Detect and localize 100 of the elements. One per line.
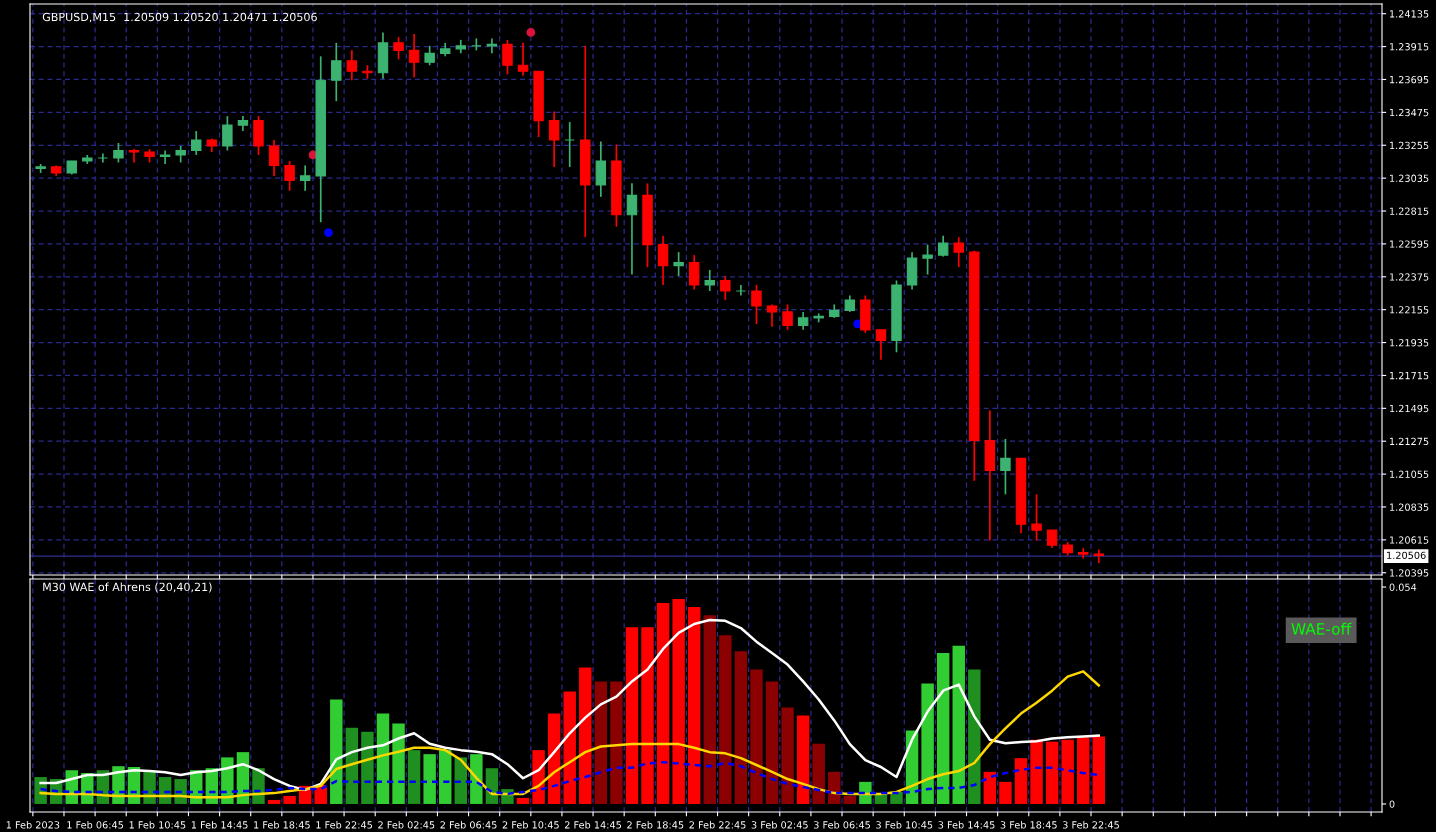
candlestick xyxy=(704,269,715,292)
y-tick-label: 1.22375 xyxy=(1390,273,1429,281)
line-series xyxy=(39,618,1101,792)
y-tick-label: 1.20835 xyxy=(1390,503,1429,511)
candlestick xyxy=(875,329,887,361)
bar xyxy=(734,651,748,804)
bar xyxy=(656,603,670,804)
line-series xyxy=(39,670,1101,799)
x-tick-label: 1 Feb 18:45 xyxy=(254,821,310,829)
x-tick-label: 2 Feb 10:45 xyxy=(502,821,559,829)
bar xyxy=(999,781,1012,804)
candlestick xyxy=(766,303,778,328)
bar xyxy=(843,795,857,804)
candlestick xyxy=(1000,438,1011,496)
candlestick xyxy=(657,234,669,286)
point xyxy=(324,228,333,238)
bar xyxy=(952,645,965,804)
candlestick xyxy=(346,49,358,82)
candlestick xyxy=(191,130,202,156)
y-tick-label: 1.23695 xyxy=(1390,75,1429,84)
candlestick xyxy=(595,140,607,198)
x-tick-label: 1 Feb 06:45 xyxy=(67,821,124,829)
bar xyxy=(516,797,530,804)
candlestick xyxy=(751,284,762,325)
candlestick xyxy=(720,275,731,301)
candlestick xyxy=(564,121,575,168)
candlestick xyxy=(937,234,949,258)
x-tick-label: 3 Feb 14:45 xyxy=(938,821,995,829)
y-tick-label: 1.21935 xyxy=(1390,339,1429,347)
y-tick-label: 1.21275 xyxy=(1390,437,1429,446)
y-tick-label: 1.24135 xyxy=(1390,10,1429,18)
y-tick-label: 0 xyxy=(1389,800,1395,808)
candlestick xyxy=(953,236,964,268)
bar xyxy=(330,699,343,804)
candlestick xyxy=(393,36,404,61)
x-tick-label: 2 Feb 02:45 xyxy=(378,821,435,829)
x-tick-label: 3 Feb 06:45 xyxy=(813,821,870,829)
candlestick xyxy=(222,115,233,152)
y-tick-label: 1.23035 xyxy=(1390,174,1429,182)
candlestick xyxy=(268,139,280,177)
y-tick-label: 1.23915 xyxy=(1390,43,1429,51)
y-tick-label: 1.21495 xyxy=(1390,404,1429,413)
bar xyxy=(625,627,639,804)
bar xyxy=(687,607,701,804)
candlestick xyxy=(735,284,747,297)
x-tick-label: 3 Feb 02:45 xyxy=(751,821,808,829)
candlestick xyxy=(502,39,513,76)
bar xyxy=(1030,739,1043,804)
bar xyxy=(796,715,810,804)
x-tick-label: 2 Feb 06:45 xyxy=(440,821,497,829)
y-tick-label: 1.20395 xyxy=(1390,569,1429,577)
bar xyxy=(1077,737,1090,804)
candlestick xyxy=(408,33,420,79)
bar xyxy=(765,681,779,804)
candlestick xyxy=(782,303,793,331)
y-tick-label: 1.22155 xyxy=(1390,306,1429,314)
candlestick xyxy=(922,243,933,276)
bar xyxy=(641,627,654,804)
bar xyxy=(439,750,452,804)
bar xyxy=(283,795,296,804)
bar xyxy=(423,754,436,804)
y-tick-label: 1.23255 xyxy=(1390,141,1429,150)
candlestick xyxy=(486,37,498,55)
bar xyxy=(781,707,794,804)
bar xyxy=(407,750,421,804)
candlestick xyxy=(626,182,638,276)
x-tick-label: 3 Feb 22:45 xyxy=(1062,821,1119,829)
y-tick-label: 1.21055 xyxy=(1390,470,1429,478)
bar xyxy=(594,681,608,804)
bar xyxy=(1014,758,1028,804)
bar xyxy=(1045,741,1059,804)
candlestick xyxy=(548,110,560,168)
y-tick-label: 1.22815 xyxy=(1390,207,1429,215)
chart-title: M30 WAE of Ahrens (20,40,21) xyxy=(43,582,212,593)
bar xyxy=(750,669,763,804)
x-tick-label: 1 Feb 22:45 xyxy=(316,821,373,829)
point xyxy=(526,28,536,37)
bar xyxy=(703,615,716,804)
bar xyxy=(563,691,576,804)
candlestick xyxy=(128,148,140,164)
y-tick-label: 1.20615 xyxy=(1390,536,1429,544)
y-tick-label: 1.23475 xyxy=(1390,108,1429,117)
ref-line-label: 1.20506 xyxy=(1387,551,1426,559)
x-tick-label: 3 Feb 18:45 xyxy=(1000,821,1057,829)
annotation: WAE-off xyxy=(1291,622,1352,635)
x-tick-label: 3 Feb 10:45 xyxy=(876,821,933,829)
candlestick xyxy=(159,149,171,165)
x-tick-label: 1 Feb 2023 xyxy=(6,821,60,829)
candlestick xyxy=(1078,547,1089,560)
bar xyxy=(392,723,405,804)
x-tick-label: 2 Feb 14:45 xyxy=(564,821,621,829)
candlestick xyxy=(424,45,435,67)
candlestick xyxy=(1093,548,1105,564)
bar xyxy=(579,667,592,804)
candlestick xyxy=(1031,493,1042,542)
candlestick xyxy=(299,164,311,192)
bar xyxy=(1092,736,1106,804)
bar xyxy=(672,599,685,804)
x-tick-label: 2 Feb 18:45 xyxy=(627,821,684,829)
x-tick-label: 1 Feb 10:45 xyxy=(129,821,186,829)
